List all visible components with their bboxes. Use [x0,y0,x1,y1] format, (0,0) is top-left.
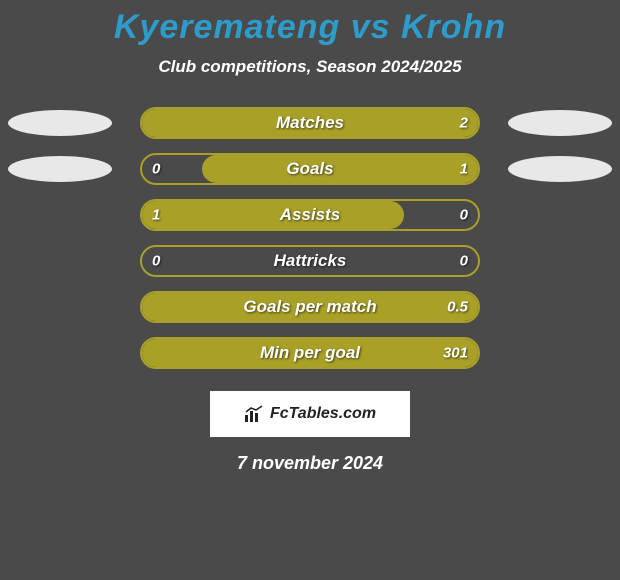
stat-row: Matches 2 [0,107,620,139]
stat-row: Goals 0 1 [0,153,620,185]
stat-bar: Matches 2 [140,107,480,139]
stat-right-value: 0 [460,207,468,224]
stat-right-value: 301 [443,345,468,362]
logo-text: FcTables.com [270,405,376,423]
stat-row: Goals per match 0.5 [0,291,620,323]
stat-bar-fill [202,155,478,183]
stat-label: Hattricks [274,251,347,271]
infographic-container: Kyeremateng vs Krohn Club competitions, … [0,0,620,580]
stat-bar-fill [142,201,404,229]
stat-left-value: 0 [152,161,160,178]
stat-bar: Goals per match 0.5 [140,291,480,323]
stat-right-value: 0.5 [447,299,468,316]
stat-left-value: 1 [152,207,160,224]
stat-row: Hattricks 0 0 [0,245,620,277]
stat-right-value: 0 [460,253,468,270]
stat-right-value: 2 [460,115,468,132]
player-right-ellipse [508,156,612,182]
page-title: Kyeremateng vs Krohn [0,8,620,47]
stat-bar: Min per goal 301 [140,337,480,369]
stat-row: Assists 1 0 [0,199,620,231]
player-right-ellipse [508,110,612,136]
stat-label: Goals [286,159,333,179]
stat-row: Min per goal 301 [0,337,620,369]
stat-label: Min per goal [260,343,360,363]
stat-label: Assists [280,205,340,225]
stat-right-value: 1 [460,161,468,178]
subtitle: Club competitions, Season 2024/2025 [0,57,620,77]
logo-badge: FcTables.com [210,391,410,437]
chart-icon [244,405,264,423]
stat-rows: Matches2Goals01Assists10Hattricks00Goals… [0,107,620,369]
stat-label: Goals per match [243,297,376,317]
stat-left-value: 0 [152,253,160,270]
stat-label: Matches [276,113,344,133]
date-text: 7 november 2024 [0,453,620,474]
stat-bar: Goals 0 1 [140,153,480,185]
stat-bar: Hattricks 0 0 [140,245,480,277]
player-left-ellipse [8,156,112,182]
stat-bar: Assists 1 0 [140,199,480,231]
player-left-ellipse [8,110,112,136]
